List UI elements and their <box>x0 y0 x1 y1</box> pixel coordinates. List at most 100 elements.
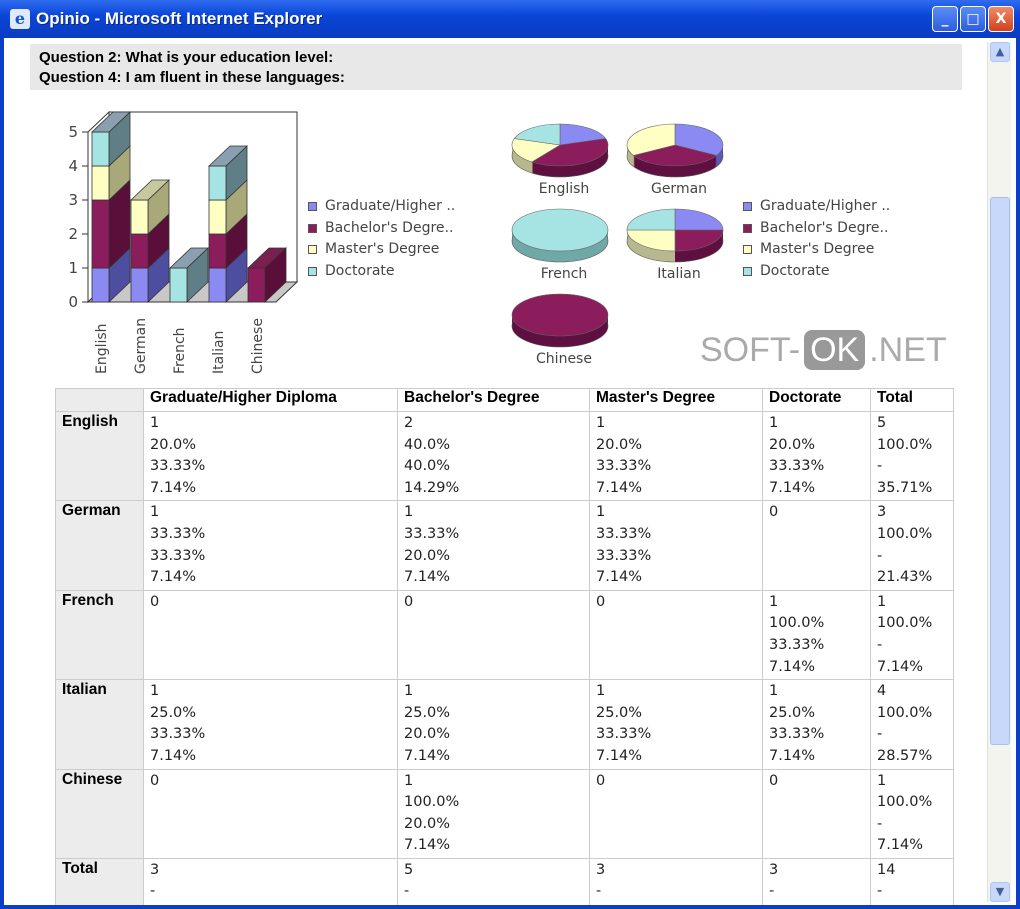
cell-value: 5 <box>877 415 887 431</box>
table-row: French 0 0 0 1 100.0% 33.33% 7.14% 1 100.0% - 7.14% <box>55 589 954 681</box>
cell-value: 7.14% <box>769 658 816 675</box>
cell-value: 20.0% <box>404 815 451 832</box>
cell-value: 40.0% <box>404 458 451 475</box>
legend-label: Master's Degree <box>760 241 875 257</box>
maximize-button[interactable]: □ <box>960 6 986 32</box>
cell-value: 7.14% <box>596 569 643 586</box>
bar-top <box>130 179 170 201</box>
cell-value: - <box>877 636 883 653</box>
table-cell: 3 - 100.0% <box>143 857 398 905</box>
watermark: SOFT- OK .NET <box>700 328 947 372</box>
table-cell: 1 100.0% - 7.14% <box>870 589 954 681</box>
cell-value: 33.33% <box>769 636 825 653</box>
vertical-scrollbar[interactable]: ▲ ▼ <box>987 42 1011 902</box>
corner-cell <box>55 388 144 412</box>
table-cell: 1 100.0% 20.0% 7.14% <box>397 768 590 859</box>
cell-value: 33.33% <box>150 547 206 564</box>
cell-value: 2 <box>404 415 414 431</box>
close-button[interactable]: X <box>988 6 1014 32</box>
legend-label: Graduate/Higher .. <box>760 198 891 214</box>
cell-value: - <box>877 726 883 743</box>
scroll-thumb[interactable] <box>990 197 1010 745</box>
table-cell: 1 25.0% 20.0% 7.14% <box>397 679 590 770</box>
pie-slice-italian <box>674 229 724 252</box>
cell-value: 1 <box>150 415 160 431</box>
bar-segment-english <box>91 131 110 167</box>
cell-value: 25.0% <box>150 704 197 721</box>
table-cell: 0 <box>762 500 871 591</box>
scroll-down-button[interactable]: ▼ <box>990 882 1010 902</box>
cell-value: 3 <box>769 861 779 878</box>
table-row: German 1 33.33% 33.33% 7.14% 1 33.33% 20.0% 7.14… <box>55 500 954 591</box>
cell-value: 33.33% <box>769 458 825 475</box>
cell-value: 1 <box>404 683 414 700</box>
cell-value: 14 <box>877 861 896 878</box>
table-cell: 0 <box>143 589 398 681</box>
cell-value: 1 <box>596 415 606 431</box>
table-cell: 1 20.0% 33.33% 7.14% <box>143 410 398 502</box>
bar-segment-italian <box>208 199 227 235</box>
cell-value: 1 <box>769 593 779 610</box>
cell-value: 0 <box>404 593 414 610</box>
cell-value: 100.0% <box>150 903 391 905</box>
minimize-button[interactable]: _ <box>932 6 958 32</box>
pie-label: French <box>541 266 588 282</box>
row-header: English <box>55 410 144 502</box>
table-cell: 3 - 100.0% <box>589 857 763 905</box>
cell-value: 3 <box>596 861 606 878</box>
cell-value: 3 <box>877 504 887 521</box>
bar-segment-english <box>91 267 110 303</box>
ie-icon: e <box>10 9 30 29</box>
y-tick-label: 5 <box>68 123 78 141</box>
bar-segment-german <box>130 233 149 269</box>
legend-label: Bachelor's Degre.. <box>760 219 889 236</box>
cell-value: 7.14% <box>404 569 451 586</box>
cell-value: 0 <box>150 593 160 610</box>
bar-top <box>247 247 287 269</box>
cell-value: 1 <box>404 772 414 789</box>
cell-value: 25.0% <box>769 704 816 721</box>
crosstab-table: Graduate/Higher Diploma Bachelor's Degree… <box>55 388 954 905</box>
table-cell: 1 25.0% 33.33% 7.14% <box>762 679 871 770</box>
pie-slice-german <box>626 123 676 156</box>
y-tick-label: 1 <box>68 259 78 277</box>
table-cell: 1 100.0% 33.33% 7.14% <box>762 589 871 681</box>
pie-slice-german <box>674 123 724 156</box>
cell-value: 20.0% <box>596 436 643 453</box>
cell-value: - <box>877 547 883 564</box>
pie-slice-italian <box>626 229 676 252</box>
bar-segment-english <box>91 165 110 201</box>
cell-value: 7.14% <box>877 658 924 675</box>
cell-value: 100.0% <box>877 704 933 721</box>
legend-item: Master's Degree <box>743 239 890 261</box>
cell-value: 7.14% <box>404 747 451 764</box>
watermark-text: SOFT- <box>700 331 801 369</box>
y-tick-label: 0 <box>68 293 78 311</box>
scroll-up-button[interactable]: ▲ <box>990 42 1010 62</box>
cell-value: 25.0% <box>404 704 451 721</box>
cell-value: 5 <box>404 861 414 878</box>
pie-slice-chinese <box>511 293 609 337</box>
table-cell: 1 33.33% 20.0% 7.14% <box>397 500 590 591</box>
legend-label: Doctorate <box>760 262 830 279</box>
cell-value: 14.29% <box>404 479 460 496</box>
page-content: Question 2: What is your education level… <box>4 38 1016 905</box>
cell-value: 100.0% <box>596 903 756 905</box>
cell-value: - <box>150 883 156 900</box>
cell-value: 35.71% <box>877 479 933 496</box>
cell-value: - <box>877 458 883 475</box>
cell-value: 7.14% <box>150 479 197 496</box>
y-tick-label: 4 <box>68 157 78 175</box>
cell-value: 100.0% <box>877 436 933 453</box>
table-cell: 1 33.33% 33.33% 7.14% <box>589 500 763 591</box>
column-header: Master's Degree <box>589 388 763 412</box>
table-cell: 1 25.0% 33.33% 7.14% <box>143 679 398 770</box>
pie-slice-english <box>559 123 607 146</box>
table-cell: 1 33.33% 33.33% 7.14% <box>143 500 398 591</box>
table-row: Total 3 - 100.0% 5 - 100.0% 3 - 100.0% 3 - 100.0% 14 - <box>55 857 954 905</box>
column-header: Total <box>870 388 954 412</box>
table-cell: 5 100.0% - 35.71% <box>870 410 954 502</box>
cell-value: 3 <box>150 861 160 878</box>
bar-segment-german <box>130 267 149 303</box>
cell-value: 7.14% <box>769 747 816 764</box>
